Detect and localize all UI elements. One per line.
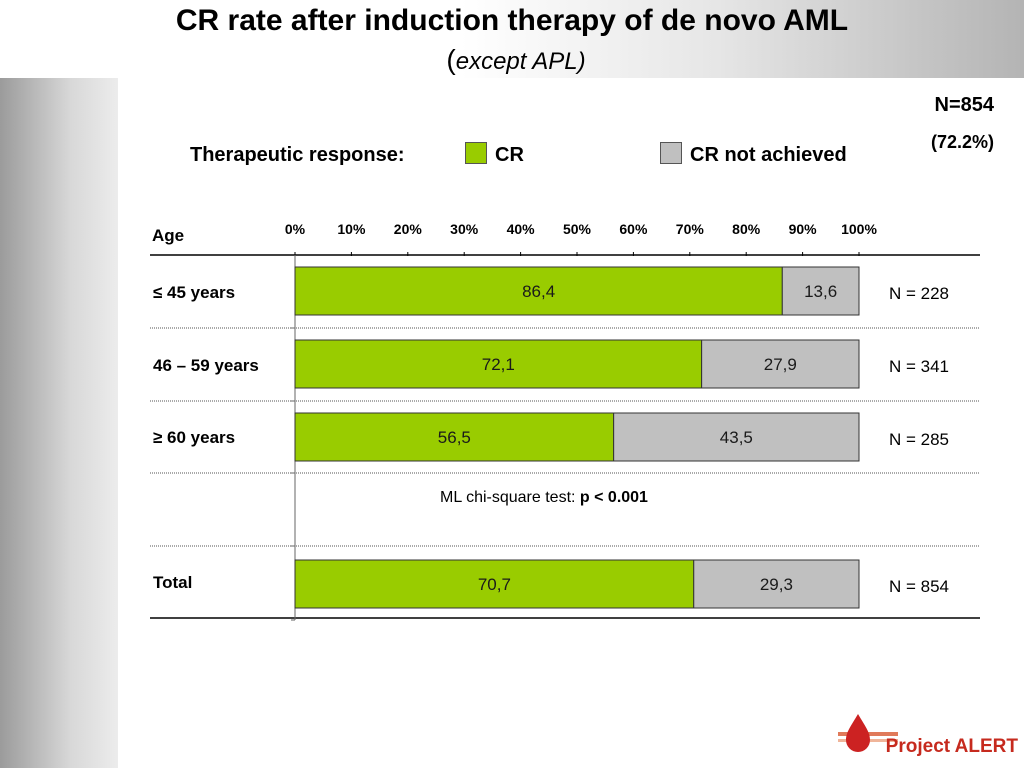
row-label: ≥ 60 years xyxy=(153,428,235,447)
row-header-age: Age xyxy=(152,226,184,245)
row-label: ≤ 45 years xyxy=(153,283,235,302)
bar-value-label: 56,5 xyxy=(438,428,471,447)
row-n-label: N = 854 xyxy=(889,577,949,596)
row-label: Total xyxy=(153,573,192,592)
bar-segment-cr-not-achieved xyxy=(701,339,860,389)
bar-segment-cr-not-achieved xyxy=(693,559,860,609)
chart-legend: Therapeutic response: CR CR not achieved xyxy=(0,142,1024,168)
row-label: 46 – 59 years xyxy=(153,356,259,375)
left-gradient-band xyxy=(0,0,118,768)
legend-swatch-cr xyxy=(465,142,487,164)
bar-segment-cr xyxy=(294,559,695,609)
subtitle-text: except APL) xyxy=(455,48,586,75)
legend-label-cr: CR xyxy=(495,144,524,166)
row-n-label: N = 341 xyxy=(889,357,949,376)
row-n-label: N = 285 xyxy=(889,430,949,449)
slide-title-text: CR rate after induction therapy of de no… xyxy=(175,4,849,37)
x-tick-label: 20% xyxy=(394,221,423,237)
row-n-label: N = 228 xyxy=(889,284,949,303)
bar-value-label: 27,9 xyxy=(764,355,797,374)
legend-swatch-cr-not-achieved xyxy=(660,142,682,164)
bar-value-label: 72,1 xyxy=(482,355,515,374)
bar-value-label: 29,3 xyxy=(760,575,793,594)
legend-label-cr-not-achieved: CR not achieved xyxy=(690,144,847,166)
bar-segment-cr xyxy=(294,339,703,389)
bar-value-label: 43,5 xyxy=(720,428,753,447)
stat-test-label: ML chi-square test: xyxy=(440,489,580,506)
stat-test-note: ML chi-square test: p < 0.001 xyxy=(440,489,648,507)
x-tick-label: 90% xyxy=(789,221,818,237)
bar-segment-cr-not-achieved xyxy=(613,412,860,462)
x-tick-label: 30% xyxy=(450,221,479,237)
x-tick-label: 60% xyxy=(619,221,648,237)
bar-value-label: 86,4 xyxy=(522,282,555,301)
total-n: N=854 xyxy=(934,94,995,116)
bar-segment-cr xyxy=(294,266,783,316)
stat-test-pvalue: p < 0.001 xyxy=(579,489,648,506)
bar-segment-cr-not-achieved xyxy=(781,266,860,316)
project-alert-logo: Project ALERT xyxy=(838,710,1018,762)
x-tick-label: 50% xyxy=(563,221,592,237)
logo-text: Project ALERT xyxy=(885,736,1018,757)
x-tick-label: 10% xyxy=(337,221,366,237)
legend-title: Therapeutic response: xyxy=(190,144,405,166)
total-cr-percent: (72.2%) xyxy=(930,132,994,152)
x-tick-label: 80% xyxy=(732,221,761,237)
x-tick-label: 70% xyxy=(676,221,705,237)
bar-segment-cr xyxy=(294,412,615,462)
x-tick-label: 0% xyxy=(285,221,306,237)
subtitle-paren: ( xyxy=(446,44,456,75)
title-gradient-band xyxy=(0,0,1024,78)
slide-subtitle: (except APL) xyxy=(0,44,1024,76)
x-tick-label: 100% xyxy=(841,221,877,237)
slide-title: CR rate after induction therapy of de no… xyxy=(0,4,1024,38)
x-tick-label: 40% xyxy=(507,221,536,237)
bar-value-label: 70,7 xyxy=(478,575,511,594)
bar-value-label: 13,6 xyxy=(804,282,837,301)
blood-drop-icon xyxy=(838,714,898,752)
